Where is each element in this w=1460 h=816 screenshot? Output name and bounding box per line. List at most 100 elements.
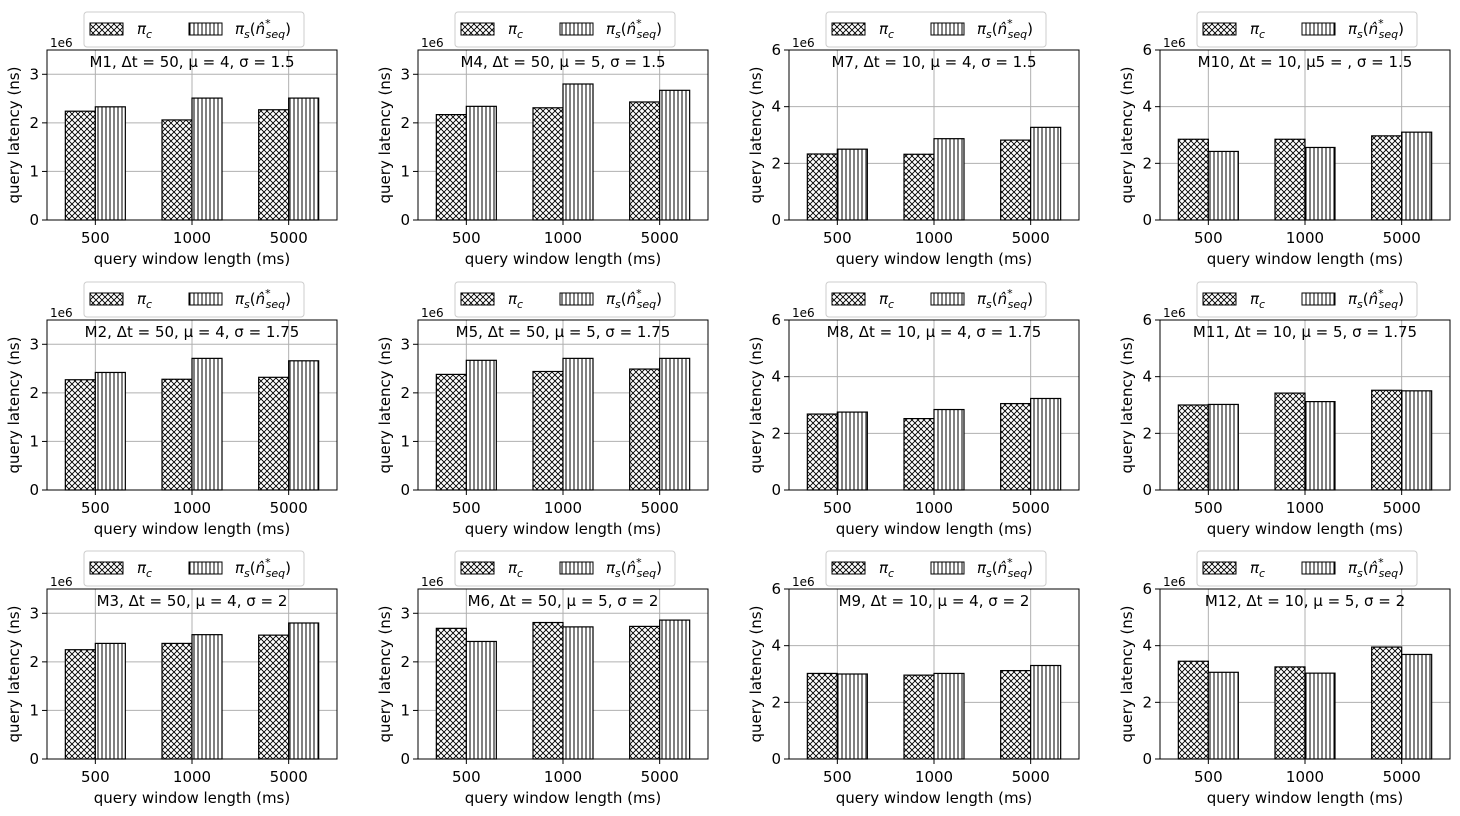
chart-panel: πc πs(n̂* seq) 1e6 M7, Δt = 10, μ = 4, σ = 1…	[747, 11, 1080, 268]
legend-label-c: πc	[508, 20, 523, 41]
bar-pi-c	[629, 101, 661, 221]
bar-pi-c	[1000, 402, 1032, 491]
legend: πc πs(n̂* seq)	[454, 550, 676, 587]
legend-swatch-c	[460, 292, 495, 306]
bar-pi-s-seq	[94, 106, 126, 221]
bar-pi-c	[64, 649, 96, 760]
legend-swatch-seq	[1301, 22, 1336, 36]
bar-pi-c	[532, 370, 564, 491]
legend-swatch-seq	[930, 561, 965, 575]
legend: πc πs(n̂* seq)	[83, 11, 305, 48]
bar-pi-s-seq	[465, 359, 497, 491]
x-tick-label: 1000	[544, 229, 582, 247]
y-tick-label: 3	[400, 335, 410, 353]
y-tick-label: 2	[1142, 424, 1152, 442]
y-tick-label: 4	[771, 637, 781, 655]
bar-pi-s-seq	[1207, 150, 1239, 221]
bar-pi-s-seq	[659, 619, 691, 760]
y-tick-label: 2	[29, 114, 39, 132]
legend-label-seq: πs(n̂* seq)	[606, 17, 662, 41]
y-scale-label: 1e6	[50, 306, 73, 320]
legend-swatch-c	[831, 561, 866, 575]
y-scale-label: 1e6	[50, 575, 73, 589]
bar-pi-c	[1371, 646, 1403, 760]
x-tick-label: 1000	[915, 768, 953, 786]
chart-title: M2, Δt = 50, μ = 4, σ = 1.75	[85, 323, 300, 341]
chart-title: M8, Δt = 10, μ = 4, σ = 1.75	[827, 323, 1042, 341]
y-tick-label: 6	[771, 311, 781, 329]
x-tick-label: 5000	[641, 229, 679, 247]
bar-pi-s-seq	[1030, 664, 1062, 760]
bar-pi-s-seq	[1030, 126, 1062, 221]
chart-title: M4, Δt = 50, μ = 5, σ = 1.5	[460, 53, 665, 71]
legend-label-c: πc	[137, 559, 152, 580]
x-tick-label: 1000	[173, 229, 211, 247]
legend-label-seq: πs(n̂* seq)	[1348, 17, 1404, 41]
bar-pi-c	[1177, 138, 1209, 221]
chart-panel: πc πs(n̂* seq) 1e6 M1, Δt = 50, μ = 4, σ = 1…	[5, 11, 338, 268]
legend-swatch-seq	[1301, 292, 1336, 306]
legend-label-c: πc	[508, 559, 523, 580]
chart-panel: πc πs(n̂* seq) 1e6 M5, Δt = 50, μ = 5, σ = 1…	[376, 281, 709, 538]
chart-title: M12, Δt = 10, μ = 5, σ = 2	[1205, 592, 1405, 610]
x-tick-label: 5000	[641, 499, 679, 517]
legend-swatch-c	[460, 22, 495, 36]
y-tick-label: 1	[29, 432, 39, 450]
y-tick-label: 1	[400, 162, 410, 180]
chart-panel: πc πs(n̂* seq) 1e6 M10, Δt = 10, μ5 = , σ = …	[1118, 11, 1451, 268]
bar-pi-s-seq	[933, 408, 965, 491]
bar-pi-s-seq	[1304, 146, 1336, 221]
bar-pi-c	[161, 378, 193, 491]
x-tick-label: 5000	[1383, 768, 1421, 786]
legend: πc πs(n̂* seq)	[1196, 11, 1418, 48]
chart-title: M3, Δt = 50, μ = 4, σ = 2	[97, 592, 288, 610]
y-tick-label: 2	[1142, 693, 1152, 711]
bar-pi-s-seq	[562, 83, 594, 221]
y-tick-label: 0	[771, 481, 781, 499]
bar-pi-c	[258, 376, 290, 491]
legend: πc πs(n̂* seq)	[1196, 550, 1418, 587]
bar-pi-c	[1371, 135, 1403, 221]
y-tick-label: 4	[771, 368, 781, 386]
y-axis-label: query latency (ns)	[1118, 337, 1136, 474]
y-scale-label: 1e6	[1163, 575, 1186, 589]
bar-pi-s-seq	[1304, 672, 1336, 760]
legend-swatch-seq	[188, 22, 223, 36]
bar-pi-c	[806, 672, 838, 760]
x-tick-label: 500	[823, 499, 852, 517]
legend-label-c: πc	[879, 290, 894, 311]
x-tick-label: 500	[1194, 768, 1223, 786]
bar-pi-s-seq	[1030, 397, 1062, 491]
bar-pi-c	[629, 625, 661, 760]
y-axis-label: query latency (ns)	[1118, 67, 1136, 204]
y-scale-label: 1e6	[1163, 36, 1186, 50]
legend: πc πs(n̂* seq)	[825, 281, 1047, 318]
legend-label-c: πc	[879, 20, 894, 41]
chart-panel: πc πs(n̂* seq) 1e6 M8, Δt = 10, μ = 4, σ = 1…	[747, 281, 1080, 538]
y-tick-label: 3	[400, 65, 410, 83]
x-tick-label: 5000	[1383, 499, 1421, 517]
bar-pi-c	[1274, 666, 1306, 760]
y-tick-label: 4	[1142, 368, 1152, 386]
bar-pi-s-seq	[94, 642, 126, 760]
x-axis-label: query window length (ms)	[836, 789, 1032, 807]
y-axis-label: query latency (ns)	[747, 67, 765, 204]
x-tick-label: 5000	[1012, 229, 1050, 247]
chart-panel: πc πs(n̂* seq) 1e6 M3, Δt = 50, μ = 4, σ = 2…	[5, 550, 338, 807]
bar-pi-s-seq	[562, 626, 594, 760]
chart-title: M6, Δt = 50, μ = 5, σ = 2	[468, 592, 659, 610]
x-tick-label: 5000	[1383, 229, 1421, 247]
x-tick-label: 500	[452, 229, 481, 247]
bar-pi-c	[64, 379, 96, 491]
chart-title: M1, Δt = 50, μ = 4, σ = 1.5	[89, 53, 294, 71]
legend-swatch-c	[89, 561, 124, 575]
legend-label-seq: πs(n̂* seq)	[235, 287, 291, 311]
y-tick-label: 1	[29, 701, 39, 719]
x-tick-label: 500	[823, 768, 852, 786]
y-tick-label: 4	[1142, 637, 1152, 655]
y-tick-label: 2	[771, 154, 781, 172]
y-tick-label: 3	[400, 604, 410, 622]
y-tick-label: 6	[771, 580, 781, 598]
bar-pi-c	[258, 109, 290, 221]
y-scale-label: 1e6	[421, 575, 444, 589]
